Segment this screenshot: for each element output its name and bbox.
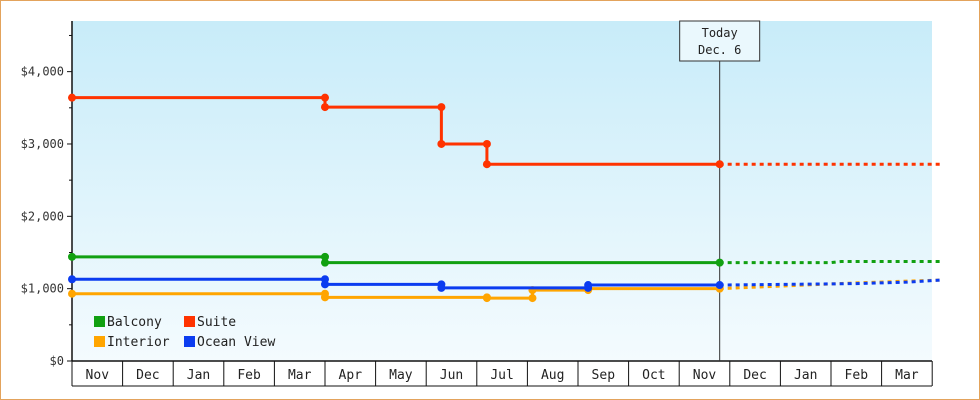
legend-label-balcony: Balcony (107, 315, 162, 330)
suite-point (482, 160, 491, 169)
y-tick-label: $0 (50, 354, 64, 368)
month-label: Jan (794, 368, 817, 383)
series-layer (68, 93, 943, 303)
month-label: Mar (895, 368, 919, 383)
interior-point (482, 294, 491, 303)
y-tick-label: $4,000 (21, 65, 64, 79)
balcony-point (321, 252, 329, 261)
month-label: Nov (693, 368, 717, 383)
month-label: May (389, 368, 413, 383)
ocean-view-point (437, 283, 446, 292)
suite-point (321, 93, 329, 102)
x-axis: Nov Dec Jan Feb Mar Apr May Jun Jul Aug Sep Oct Nov D… (71, 360, 933, 387)
balcony-point (68, 252, 76, 261)
y-tick-label: $1,000 (21, 282, 64, 296)
suite-point (715, 160, 724, 169)
y-axis: $0 $1,000 $2,000 $3,000 $4,000 (21, 21, 73, 368)
suite-point (482, 139, 491, 148)
legend-swatch-suite (184, 316, 195, 327)
month-label: Nov (86, 368, 110, 383)
month-label: Jul (490, 368, 513, 383)
suite-point (68, 93, 76, 102)
ocean-view-point (68, 275, 76, 284)
month-label: Jan (187, 368, 210, 383)
legend-label-ocean-view: Ocean View (197, 335, 275, 350)
y-tick-label: $2,000 (21, 209, 64, 223)
legend-swatch-balcony (94, 316, 105, 327)
today-label: Today (702, 26, 738, 40)
ocean-view-point (584, 281, 593, 290)
today-date: Dec. 6 (698, 43, 741, 57)
series-suite (68, 93, 943, 169)
month-label: Feb (845, 368, 869, 383)
month-label: Oct (642, 368, 665, 383)
today-marker: Today Dec. 6 (679, 20, 761, 361)
y-tick-label: $3,000 (21, 137, 64, 151)
legend-swatch-interior (94, 336, 105, 347)
today-box (679, 20, 761, 62)
plot-background (72, 21, 932, 361)
month-label: Jun (440, 368, 463, 383)
month-label: Apr (339, 368, 363, 383)
legend-swatch-ocean-view (184, 336, 195, 347)
month-label: Sep (592, 368, 616, 383)
ocean-view-projection (719, 278, 943, 287)
legend-label-suite: Suite (197, 315, 236, 330)
balcony-point (715, 258, 724, 267)
interior-point (68, 289, 76, 298)
month-label: Dec (743, 368, 766, 383)
month-label: Feb (237, 368, 261, 383)
suite-point (321, 103, 329, 112)
month-label: Mar (288, 368, 312, 383)
series-ocean-view (68, 275, 943, 292)
series-balcony (68, 252, 943, 267)
month-label: Dec (136, 368, 159, 383)
month-label: Aug (541, 368, 564, 383)
ocean-view-point (715, 281, 724, 290)
interior-point (528, 294, 537, 303)
suite-point (437, 139, 446, 148)
legend-label-interior: Interior (107, 335, 170, 350)
suite-point (437, 103, 446, 112)
interior-point (321, 293, 329, 302)
balcony-point (321, 258, 329, 267)
ocean-view-point (321, 280, 329, 289)
legend: Balcony Suite Interior Ocean View (94, 315, 275, 350)
